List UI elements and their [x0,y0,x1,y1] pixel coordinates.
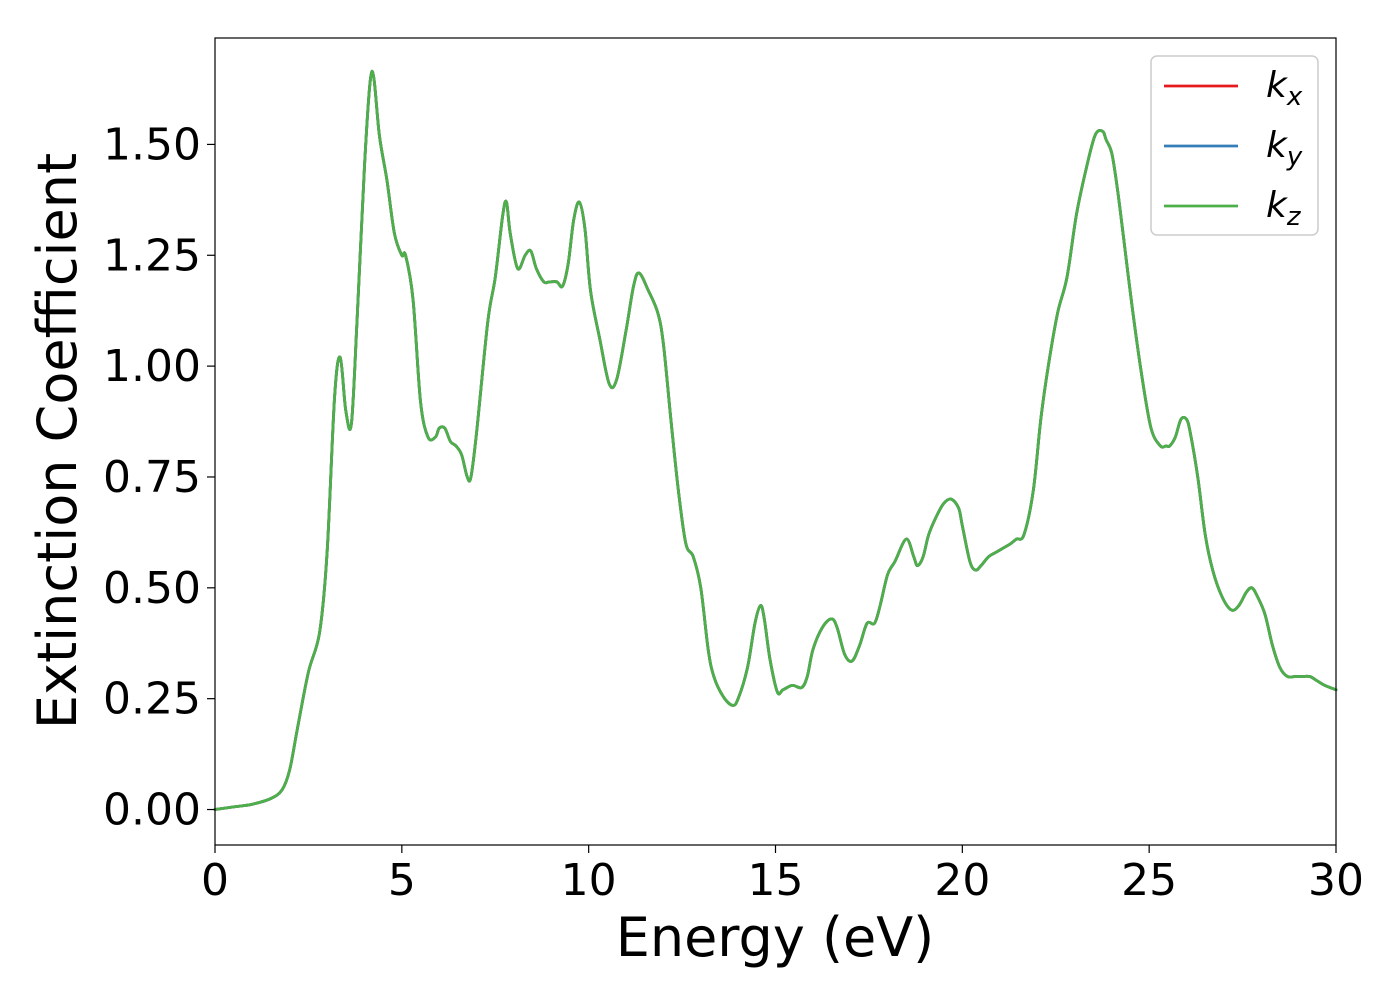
x-axis: 0 5 10 15 20 25 30 [201,845,1364,906]
x-tick-label: 10 [561,855,617,906]
x-tick-label: 20 [934,855,990,906]
y-tick-label: 0.50 [103,563,201,614]
series-layer [213,69,1338,811]
y-tick-label: 0.25 [103,674,201,725]
x-tick-label: 5 [388,855,416,906]
y-tick-label: 1.25 [103,230,201,281]
y-axis: 0.00 0.25 0.50 0.75 1.00 1.25 1.50 [103,119,215,836]
x-tick-label: 25 [1121,855,1177,906]
y-tick-label: 1.50 [103,119,201,170]
y-tick-label: 1.00 [103,341,201,392]
x-axis-label: Energy (eV) [616,906,935,969]
x-tick-label: 30 [1308,855,1364,906]
y-axis-label: Extinction Coefficient [26,153,89,729]
series-line-kz [213,69,1338,811]
y-tick-label: 0.75 [103,452,201,503]
y-tick-label: 0.00 [103,785,201,836]
x-tick-label: 0 [201,855,229,906]
x-tick-label: 15 [748,855,804,906]
